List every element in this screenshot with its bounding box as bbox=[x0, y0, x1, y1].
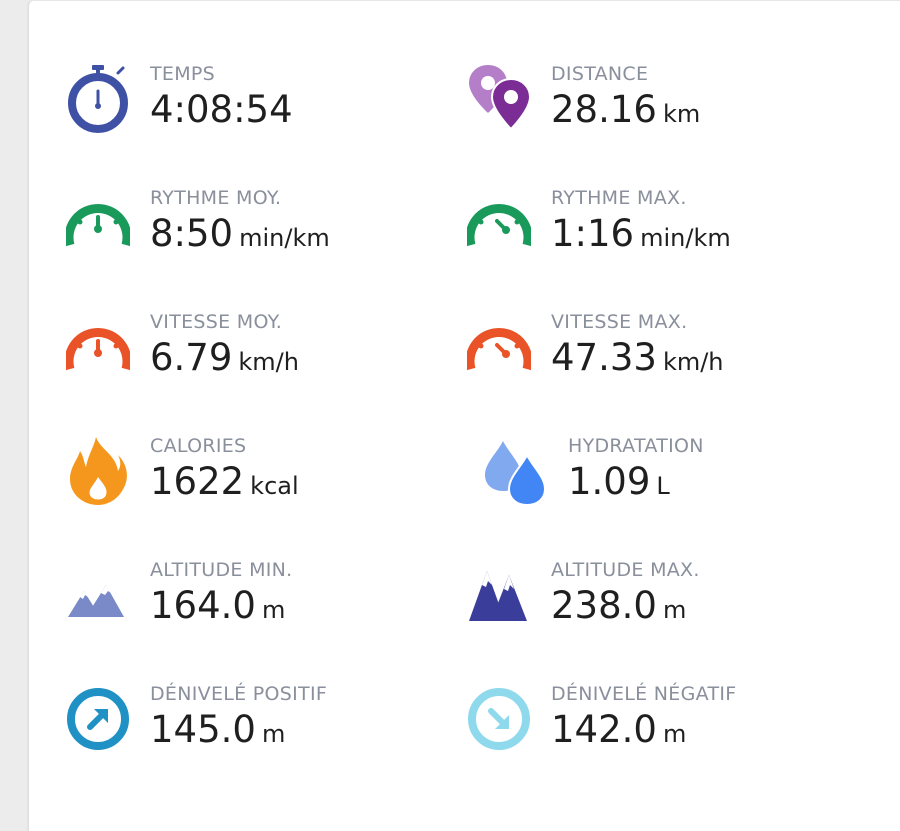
stat-label: CALORIES bbox=[150, 435, 247, 457]
stat-value-line: 164.0 m bbox=[150, 584, 285, 627]
stat-value: 8:50 bbox=[150, 212, 234, 255]
stat-value-line: 142.0 m bbox=[551, 708, 686, 751]
stat-value-line: 1:16 min/km bbox=[551, 212, 731, 255]
stat-vitesse-moy: VITESSE MOY. 6.79 km/h bbox=[66, 311, 426, 411]
stat-value-line: 28.16 km bbox=[551, 88, 700, 131]
speed-gauge-icon bbox=[467, 311, 531, 375]
stat-unit: km/h bbox=[238, 348, 299, 376]
stat-value: 28.16 bbox=[551, 88, 657, 131]
speed-gauge-icon bbox=[66, 311, 130, 375]
stat-denivele-positif: DÉNIVELÉ POSITIF 145.0 m bbox=[66, 683, 426, 783]
stat-label: TEMPS bbox=[150, 63, 216, 85]
stat-value-line: 145.0 m bbox=[150, 708, 285, 751]
stat-value: 1622 bbox=[150, 460, 245, 503]
stat-vitesse-max: VITESSE MAX. 47.33 km/h bbox=[467, 311, 827, 411]
stat-label: ALTITUDE MAX. bbox=[551, 559, 700, 581]
water-drops-icon bbox=[483, 439, 547, 507]
stats-card: TEMPS 4:08:54 DISTANCE 28.16 km bbox=[28, 0, 900, 831]
stat-label: VITESSE MAX. bbox=[551, 311, 688, 333]
stat-label: HYDRATATION bbox=[568, 435, 704, 457]
stat-value: 1:16 bbox=[551, 212, 635, 255]
stat-rythme-moy: RYTHME MOY. 8:50 min/km bbox=[66, 187, 426, 287]
stat-temps: TEMPS 4:08:54 bbox=[66, 63, 426, 163]
stat-label: RYTHME MOY. bbox=[150, 187, 282, 209]
map-pins-icon bbox=[467, 63, 532, 131]
pace-gauge-icon bbox=[467, 187, 531, 251]
pace-gauge-icon bbox=[66, 187, 130, 251]
stat-unit: m bbox=[662, 596, 687, 624]
stat-value-line: 8:50 min/km bbox=[150, 212, 330, 255]
stat-value: 6.79 bbox=[150, 336, 233, 379]
stat-calories: CALORIES 1622 kcal bbox=[66, 435, 426, 535]
stat-unit: min/km bbox=[239, 224, 330, 252]
stat-unit: kcal bbox=[250, 472, 299, 500]
stat-distance: DISTANCE 28.16 km bbox=[467, 63, 827, 163]
stat-label: ALTITUDE MIN. bbox=[150, 559, 293, 581]
stat-value-line: 47.33 km/h bbox=[551, 336, 724, 379]
stat-denivele-negatif: DÉNIVELÉ NÉGATIF 142.0 m bbox=[467, 683, 827, 783]
stat-value: 1.09 bbox=[568, 460, 651, 503]
mountains-icon bbox=[467, 565, 531, 629]
stat-value-line: 6.79 km/h bbox=[150, 336, 299, 379]
stat-unit: L bbox=[656, 472, 670, 500]
stat-value-line: 4:08:54 bbox=[150, 88, 293, 131]
stat-value-line: 1622 kcal bbox=[150, 460, 299, 503]
arrow-down-right-icon bbox=[467, 687, 531, 751]
stat-unit: m bbox=[261, 720, 286, 748]
stat-altitude-min: ALTITUDE MIN. 164.0 m bbox=[66, 559, 426, 659]
stat-label: RYTHME MAX. bbox=[551, 187, 687, 209]
stat-value: 47.33 bbox=[551, 336, 657, 379]
stat-unit: min/km bbox=[640, 224, 731, 252]
stat-label: DISTANCE bbox=[551, 63, 649, 85]
stat-unit: m bbox=[261, 596, 286, 624]
flame-icon bbox=[66, 435, 130, 505]
mountains-icon bbox=[66, 579, 130, 643]
stat-hydratation: HYDRATATION 1.09 L bbox=[467, 435, 827, 535]
stat-value: 238.0 bbox=[551, 584, 657, 627]
stat-value: 164.0 bbox=[150, 584, 256, 627]
stat-rythme-max: RYTHME MAX. 1:16 min/km bbox=[467, 187, 827, 287]
stat-value: 4:08:54 bbox=[150, 88, 293, 131]
stat-unit: m bbox=[662, 720, 687, 748]
stopwatch-icon bbox=[66, 63, 130, 133]
stat-value: 142.0 bbox=[551, 708, 657, 751]
stat-label: VITESSE MOY. bbox=[150, 311, 283, 333]
stat-altitude-max: ALTITUDE MAX. 238.0 m bbox=[467, 559, 827, 659]
stat-value-line: 238.0 m bbox=[551, 584, 686, 627]
stat-label: DÉNIVELÉ POSITIF bbox=[150, 683, 328, 705]
stat-value-line: 1.09 L bbox=[568, 460, 670, 503]
stat-label: DÉNIVELÉ NÉGATIF bbox=[551, 683, 737, 705]
stat-value: 145.0 bbox=[150, 708, 256, 751]
stat-unit: km bbox=[662, 100, 701, 128]
arrow-up-right-icon bbox=[66, 687, 130, 751]
stat-unit: km/h bbox=[662, 348, 724, 376]
